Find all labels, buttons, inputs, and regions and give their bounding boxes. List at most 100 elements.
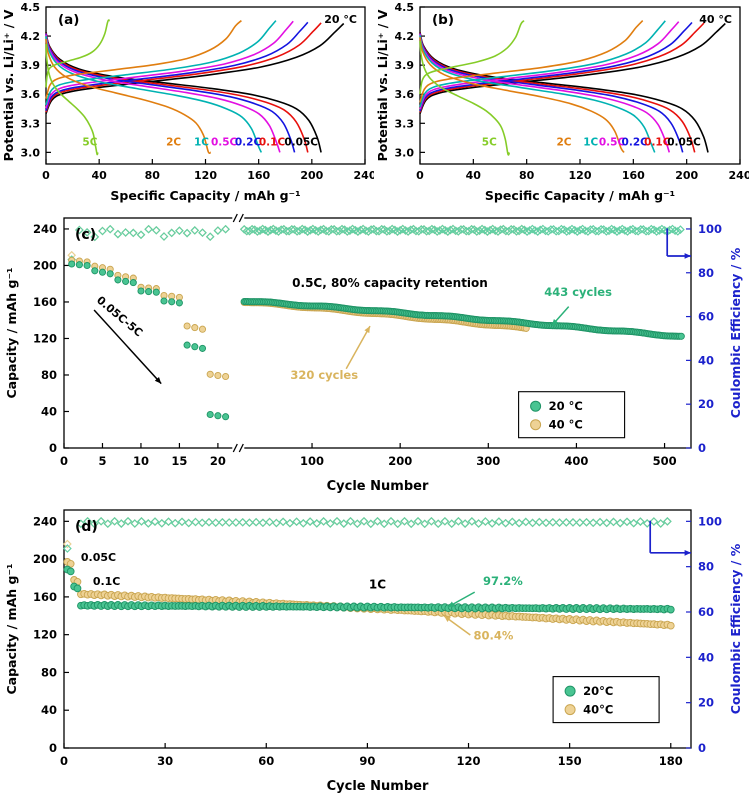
svg-text:160: 160 — [247, 169, 270, 182]
svg-text:0: 0 — [698, 441, 706, 455]
charge-curve-0.5C — [419, 21, 680, 110]
discharge-curve-0.5C — [419, 34, 671, 153]
svg-text:200: 200 — [388, 454, 412, 468]
svg-text:120: 120 — [456, 754, 480, 768]
charge-curve-2C — [45, 19, 242, 99]
svg-text:0.2C: 0.2C — [622, 137, 649, 149]
svg-text:120: 120 — [194, 169, 217, 182]
svg-text:Specific Capacity / mAh g⁻¹: Specific Capacity / mAh g⁻¹ — [110, 188, 300, 203]
charge-curve-5C — [419, 20, 525, 95]
svg-text:240: 240 — [729, 169, 749, 182]
svg-text:(c): (c) — [75, 227, 96, 243]
svg-text:80: 80 — [698, 560, 714, 574]
svg-text:0.2C: 0.2C — [235, 137, 262, 149]
charge-curve-0.05C — [45, 22, 345, 114]
svg-text:40: 40 — [466, 169, 482, 182]
svg-text:Potential vs. Li/Li⁺ / V: Potential vs. Li/Li⁺ / V — [375, 9, 390, 161]
svg-text:0.05C: 0.05C — [81, 551, 116, 564]
discharge-curve-0.1C — [419, 32, 696, 153]
panel-d-1c-cycling: 0 30 60 90 120 150 180 0 40 80 120 160 200 240 0 20 40 60… — [0, 500, 749, 800]
panel-c-rate-and-longterm-cycling: 0 5 10 15 20 100 200 300 400 50004080120160200240… — [0, 208, 749, 500]
svg-text:300: 300 — [476, 454, 500, 468]
charge-curve-1C — [419, 20, 666, 108]
svg-text:30: 30 — [157, 754, 173, 768]
svg-text:40: 40 — [698, 353, 714, 367]
svg-text:40: 40 — [698, 650, 714, 664]
svg-text:Coulombic Efficiency / %: Coulombic Efficiency / % — [728, 543, 743, 714]
svg-text:90: 90 — [359, 754, 375, 768]
svg-text:Specific Capacity / mAh g⁻¹: Specific Capacity / mAh g⁻¹ — [485, 188, 675, 203]
discharge-curve-2C — [419, 37, 625, 153]
svg-text:180: 180 — [659, 754, 683, 768]
charge-curve-2C — [419, 20, 644, 103]
svg-text:3.6: 3.6 — [395, 88, 415, 101]
svg-text:3.9: 3.9 — [395, 59, 415, 72]
svg-text:5: 5 — [98, 454, 106, 468]
svg-text:20: 20 — [698, 696, 714, 710]
svg-text:1C: 1C — [194, 137, 209, 149]
svg-text:1C: 1C — [583, 137, 598, 149]
svg-text:400: 400 — [564, 454, 588, 468]
svg-text:40 °C: 40 °C — [549, 418, 583, 432]
svg-text:0.1C: 0.1C — [644, 137, 671, 149]
svg-text:97.2%: 97.2% — [483, 574, 523, 588]
svg-text:80: 80 — [41, 368, 57, 382]
svg-text:40: 40 — [41, 405, 57, 419]
svg-text:120: 120 — [33, 332, 57, 346]
svg-text:3.0: 3.0 — [395, 146, 415, 159]
svg-text:10: 10 — [133, 454, 149, 468]
svg-text:60: 60 — [698, 605, 714, 619]
svg-text:(a): (a) — [58, 12, 79, 28]
svg-text:(b): (b) — [432, 12, 454, 28]
voltage-profiles-row: 0 40 80 120 160 200 240 3.0 3.3 3.6 3.9 4.2 4.5 Speci… — [0, 0, 749, 208]
svg-text:80: 80 — [41, 665, 57, 679]
svg-text:4.2: 4.2 — [395, 30, 415, 43]
panel-b-voltage-profiles-40c: 0 40 80 120 160 200 240 3.0 3.3 3.6 3.9 4.2 4.5 Speci… — [374, 0, 749, 208]
svg-text:80.4%: 80.4% — [474, 629, 514, 643]
svg-text:320 cycles: 320 cycles — [290, 368, 358, 382]
charge-curve-0.1C — [45, 22, 322, 113]
svg-text:160: 160 — [33, 590, 57, 604]
svg-text:Potential vs. Li/Li⁺ / V: Potential vs. Li/Li⁺ / V — [1, 9, 16, 161]
svg-text:Coulombic Efficiency / %: Coulombic Efficiency / % — [728, 247, 743, 418]
charge-curve-1C — [45, 20, 277, 106]
svg-text:160: 160 — [33, 295, 57, 309]
svg-text:0.05C: 0.05C — [667, 137, 701, 149]
svg-text:150: 150 — [558, 754, 582, 768]
charge-curve-0.2C — [45, 21, 309, 111]
svg-text:40: 40 — [92, 169, 108, 182]
svg-text:80: 80 — [519, 169, 535, 182]
discharge-curve-0.2C — [419, 33, 684, 153]
discharge-curve-2C — [45, 38, 212, 155]
svg-text:20: 20 — [210, 454, 226, 468]
svg-text:500: 500 — [653, 454, 677, 468]
legend: 20 °C 40 °C — [518, 391, 626, 439]
svg-text:15: 15 — [171, 454, 187, 468]
svg-text:443 cycles: 443 cycles — [544, 285, 612, 299]
svg-text:200: 200 — [33, 552, 57, 566]
discharge-curve-1C — [419, 35, 656, 153]
svg-text:100: 100 — [698, 514, 722, 528]
discharge-curve-0.2C — [45, 33, 296, 153]
svg-text:100: 100 — [698, 222, 722, 236]
panel-a-voltage-profiles-20c: 0 40 80 120 160 200 240 3.0 3.3 3.6 3.9 4.2 4.5 Speci… — [0, 0, 374, 208]
svg-text:0: 0 — [60, 754, 68, 768]
svg-text:0: 0 — [416, 169, 424, 182]
svg-text:3.9: 3.9 — [21, 59, 41, 72]
svg-text:200: 200 — [300, 169, 323, 182]
svg-text:Cycle Number: Cycle Number — [327, 779, 429, 794]
svg-text:0: 0 — [698, 741, 706, 755]
svg-text:2C: 2C — [166, 137, 181, 149]
svg-text:2C: 2C — [556, 137, 571, 149]
svg-text:3.6: 3.6 — [21, 88, 41, 101]
svg-text:0.5C, 80% capacity retention: 0.5C, 80% capacity retention — [292, 276, 488, 290]
legend: 20°C 40°C — [552, 676, 660, 724]
svg-text:0.1C: 0.1C — [93, 575, 121, 588]
discharge-curve-5C — [419, 40, 511, 156]
svg-text:120: 120 — [569, 169, 592, 182]
svg-text:20°C: 20°C — [583, 684, 613, 698]
svg-text:0: 0 — [49, 741, 57, 755]
svg-text:0: 0 — [60, 454, 68, 468]
charge-curve-0.05C — [419, 22, 726, 114]
